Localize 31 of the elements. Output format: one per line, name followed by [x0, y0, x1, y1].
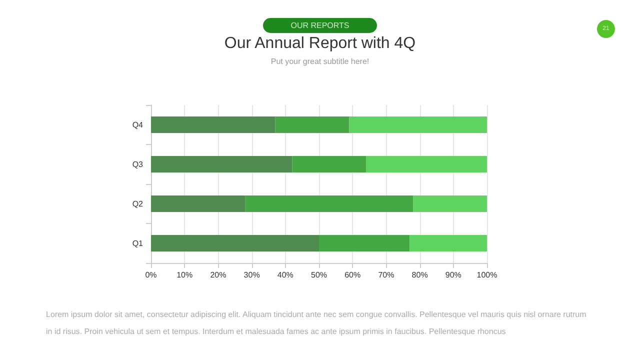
text: OUR REPORTS [263, 18, 377, 33]
bar [151, 195, 246, 212]
x-tick-label: 10% [176, 270, 193, 280]
bar [366, 156, 487, 173]
x-tick-label: 20% [210, 270, 226, 280]
y-tick-label: Q2 [132, 199, 144, 208]
text: Lorem ipsum dolor sit amet, consectetur adipiscing elit. Aliquam tincidunt ante nec sem congue convallis. Pellentesque vel mauris quis nisl ornare rutrum in id risus. Proin vehicula ut sem et tempus. Interdum et malesuada fames ac ante ipsum primis in faucibus. Pellentesque rhoncus [46, 309, 588, 338]
x-tick-label: 60% [344, 270, 361, 280]
x-tick-label: 70% [378, 270, 394, 280]
chart-title: Our Annual Report with 4Q [223, 35, 417, 53]
bar [151, 116, 276, 134]
x-tick-label: 0% [145, 270, 157, 280]
x-tick-label: 80% [412, 270, 428, 280]
y-tick-label: Q3 [132, 160, 144, 169]
x-tick-label: 90% [445, 270, 462, 280]
bar [245, 195, 414, 212]
x-tick-label: 100% [476, 270, 498, 280]
y-tick-label: Q4 [132, 120, 144, 130]
bar [151, 156, 292, 173]
bar [413, 195, 487, 212]
x-tick-label: 50% [310, 270, 328, 280]
x-tick-label: 40% [277, 270, 294, 280]
bar [319, 234, 410, 252]
bar [292, 156, 366, 173]
bar [275, 116, 350, 134]
y-tick-label: Q1 [132, 238, 144, 248]
bar [151, 234, 319, 252]
x-tick-label: 30% [244, 270, 260, 280]
chart-subtitle: Put your great subtitle here! [270, 57, 370, 66]
bar [349, 116, 487, 134]
bar [410, 234, 487, 252]
